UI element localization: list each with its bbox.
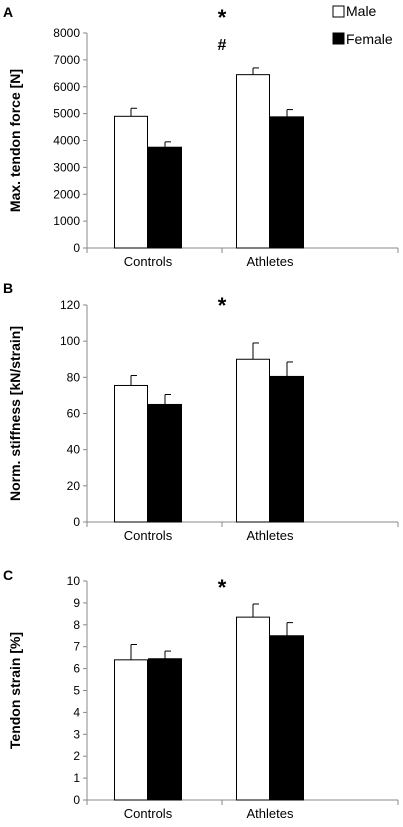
y-tick-label: 1 [73, 771, 80, 785]
y-tick-label: 3000 [53, 160, 80, 174]
x-tick-label: Controls [124, 528, 173, 543]
bar-male-athletes [236, 74, 270, 249]
bar-male-athletes [236, 358, 270, 523]
y-tick-label: 8 [73, 618, 80, 632]
x-tick-label: Athletes [247, 254, 294, 269]
chart-panel-c: C Tendon strain [%] 0 1 2 3 4 5 6 7 8 9 10 Controls At… [3, 567, 399, 821]
bar-female-controls [148, 403, 182, 523]
y-tick-label: 0 [73, 793, 80, 807]
y-tick-label: 4000 [53, 134, 80, 148]
bar-male-controls [114, 115, 148, 249]
x-tick-label: Controls [124, 254, 173, 269]
chart-panel-b: B Norm. stiffness [kN/strain] 0 20 40 60 80 100… [3, 280, 399, 543]
x-tick-label: Athletes [247, 806, 294, 821]
chart-panel-a: A Max. tendon force [N] 0 1000 2000 3000 4000 5… [3, 4, 399, 269]
significance-marker: * [218, 293, 227, 318]
legend-male-swatch [332, 5, 345, 18]
y-tick-label: 60 [67, 407, 81, 421]
panel-label: A [3, 4, 13, 20]
bar-female-athletes [270, 116, 304, 249]
y-tick-label: 40 [67, 443, 81, 457]
significance-marker: * [218, 5, 227, 30]
y-tick-label: 2000 [53, 187, 80, 201]
bar-male-controls [114, 659, 148, 801]
y-tick-label: 10 [67, 574, 81, 588]
y-tick-label: 9 [73, 596, 80, 610]
y-tick-label: 100 [60, 334, 80, 348]
y-axis-label: Max. tendon force [N] [7, 69, 23, 212]
legend-male-label: Male [346, 3, 377, 19]
y-tick-label: 120 [60, 298, 80, 312]
y-tick-label: 8000 [53, 26, 80, 40]
y-tick-label: 3 [73, 727, 80, 741]
bar-female-athletes [270, 635, 304, 801]
y-tick-label: 6000 [53, 80, 80, 94]
y-tick-label: 6 [73, 662, 80, 676]
panel-label: C [3, 567, 13, 583]
y-tick-label: 7 [73, 640, 80, 654]
significance-marker: * [218, 575, 227, 600]
legend: Male Female [332, 3, 393, 47]
y-tick-label: 0 [73, 241, 80, 255]
bar-male-athletes [236, 616, 270, 801]
y-tick-label: 2 [73, 749, 80, 763]
y-tick-label: 20 [67, 479, 81, 493]
y-tick-label: 5 [73, 684, 80, 698]
y-tick-label: 5000 [53, 107, 80, 121]
bar-female-controls [148, 658, 182, 801]
y-tick-label: 80 [67, 370, 81, 384]
legend-female-swatch [332, 32, 345, 45]
bar-male-controls [114, 384, 148, 523]
panel-label: B [3, 280, 13, 296]
bar-female-controls [148, 146, 182, 249]
significance-marker: # [218, 37, 227, 54]
y-axis-label: Norm. stiffness [kN/strain] [7, 326, 23, 501]
y-tick-label: 0 [73, 515, 80, 529]
bar-female-athletes [270, 375, 304, 523]
y-tick-label: 7000 [53, 53, 80, 67]
y-tick-label: 1000 [53, 214, 80, 228]
x-tick-label: Athletes [247, 528, 294, 543]
y-tick-label: 4 [73, 705, 80, 719]
legend-female-label: Female [346, 31, 393, 47]
x-tick-label: Controls [124, 806, 173, 821]
y-axis-label: Tendon strain [%] [7, 632, 23, 749]
